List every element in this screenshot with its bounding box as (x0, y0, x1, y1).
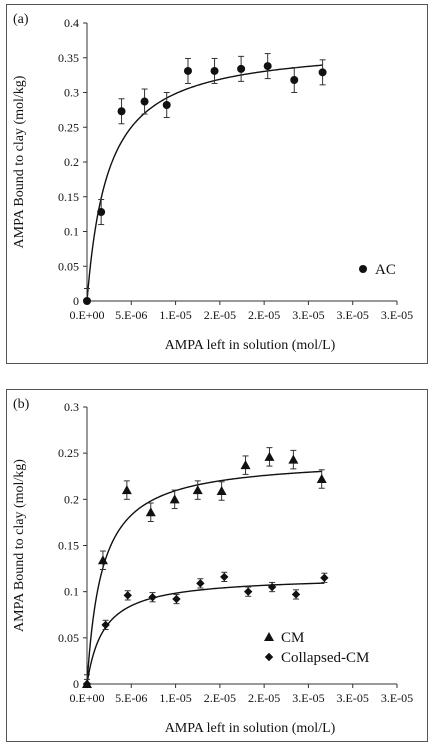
chart-a-data-point-circle (140, 97, 149, 106)
chart-b-x-axis-title: AMPA left in solution (mol/L) (165, 721, 336, 736)
chart-b-legend-marker-triangle (264, 632, 274, 641)
chart-a-y-tick-label: 0.4 (64, 16, 79, 30)
chart-b-x-tick-label: 0.E+00 (69, 691, 104, 705)
chart-b-y-tick-label: 0 (73, 677, 79, 691)
chart-a-x-tick-label: 3.E-05 (292, 308, 324, 322)
chart-b-data-point-triangle (288, 454, 299, 464)
chart-a-y-tick-label: 0.25 (58, 120, 79, 134)
chart-b-data-point-triangle (121, 485, 132, 495)
chart-b-data-point-diamond (320, 573, 329, 583)
chart-a-x-tick-label: 5.E-06 (115, 308, 147, 322)
chart-a-x-tick-label: 2.E-05 (204, 308, 236, 322)
chart-a-legend-marker-circle (359, 265, 367, 273)
chart-b-data-point-diamond (123, 591, 132, 600)
chart-a-y-tick-label: 0.1 (64, 225, 79, 239)
chart-a-x-tick-label: 2.E-05 (248, 308, 280, 322)
chart-a-data-point-circle (117, 107, 126, 116)
chart-b-y-tick-label: 0.15 (58, 539, 79, 553)
chart-b-data-point-diamond (82, 679, 92, 689)
chart-a-data-point-circle (83, 297, 91, 305)
chart-a-data-point-circle (318, 68, 327, 77)
chart-b-data-point-triangle (97, 555, 108, 565)
chart-a-fit-curve-circle (86, 64, 323, 302)
chart-b-x-tick-label: 2.E-05 (204, 691, 236, 705)
chart-b-y-tick-label: 0.3 (64, 400, 79, 414)
chart-a-y-tick-label: 0.2 (64, 155, 79, 169)
chart-b-data-point-triangle (145, 507, 156, 517)
chart-a-y-tick-label: 0 (73, 294, 79, 308)
chart-b-data-point-diamond (291, 590, 301, 599)
chart-b-svg: 0 0.05 0.1 0.15 0.2 0.25 0.3 0.E+00 5.E-06 1.E-05… (12, 397, 413, 736)
chart-b-x-tick-label: 2.E-05 (248, 691, 280, 705)
chart-a-legend-label: AC (375, 262, 396, 278)
chart-a-y-tick-label: 0.3 (64, 86, 79, 100)
chart-b-x-tick-label: 1.E-05 (159, 691, 191, 705)
chart-a-data-point-circle (210, 66, 219, 75)
chart-b-data-point-triangle (169, 494, 180, 504)
chart-b-data-point-diamond (148, 593, 157, 602)
chart-a-panel-label: (a) (13, 12, 29, 27)
chart-b-y-axis-title: AMPA Bound to clay (mol/kg) (12, 459, 27, 632)
chart-a-svg: 0 0.05 0.1 0.15 0.2 0.25 0.3 0.35 0.4 0.E+00 5.E-0… (12, 12, 413, 353)
chart-panel-b: 0 0.05 0.1 0.15 0.2 0.25 0.3 0.E+00 5.E-06 1.E-05… (6, 389, 428, 742)
chart-a-y-tick-label: 0.15 (58, 190, 79, 204)
chart-b-data-point-diamond (172, 594, 181, 604)
chart-b-x-tick-label: 3.E-05 (292, 691, 324, 705)
chart-a-y-axis-title: AMPA Bound to clay (mol/kg) (12, 75, 27, 248)
chart-a-data-point-circle (183, 66, 192, 75)
chart-b-data-point-triangle (264, 451, 275, 461)
chart-a-y-tick-label: 0.05 (58, 259, 79, 273)
chart-b-y-tick-label: 0.1 (64, 585, 79, 599)
chart-b-data-point-triangle (316, 474, 327, 484)
chart-a-x-tick-label: 0.E+00 (69, 308, 104, 322)
chart-b-data-point-diamond (196, 579, 205, 588)
chart-b-data-point-triangle (192, 485, 203, 495)
chart-b-data-point-diamond (267, 582, 277, 592)
chart-a-x-tick-label: 1.E-05 (159, 308, 191, 322)
chart-b-data-point-diamond (101, 620, 110, 630)
chart-b-fit-curve-triangle (86, 470, 322, 685)
chart-a-x-tick-label: 3.E-05 (337, 308, 369, 322)
chart-b-fit-curve-diamond (86, 582, 325, 685)
chart-b-data-point-triangle (240, 460, 251, 470)
chart-a-data-point-circle (290, 75, 299, 84)
chart-a-data-point-circle (237, 64, 246, 73)
chart-b-legend-marker-diamond (264, 652, 274, 662)
chart-b-legend-label: Collapsed-CM (281, 650, 369, 666)
chart-a-data-point-circle (263, 62, 272, 71)
chart-b-data-point-triangle (216, 486, 227, 496)
chart-a-y-tick-label: 0.35 (58, 51, 79, 65)
chart-b-x-tick-label: 5.E-06 (115, 691, 147, 705)
chart-panel-a: 0 0.05 0.1 0.15 0.2 0.25 0.3 0.35 0.4 0.E+00 5.E-0… (6, 4, 428, 364)
chart-a-data-point-circle (97, 208, 106, 217)
chart-b-x-tick-label: 3.E-05 (381, 691, 413, 705)
chart-a-data-point-circle (162, 101, 171, 110)
chart-b-x-tick-label: 3.E-05 (337, 691, 369, 705)
chart-b-y-tick-label: 0.2 (64, 492, 79, 506)
chart-b-y-tick-label: 0.25 (58, 446, 79, 460)
chart-b-legend-label: CM (281, 630, 304, 646)
chart-b-data-point-diamond (244, 587, 253, 596)
chart-a-x-tick-label: 3.E-05 (381, 308, 413, 322)
chart-a-x-axis-title: AMPA left in solution (mol/L) (165, 338, 336, 353)
chart-b-data-point-diamond (220, 572, 229, 582)
chart-b-y-tick-label: 0.05 (58, 631, 79, 645)
chart-b-panel-label: (b) (13, 397, 30, 412)
